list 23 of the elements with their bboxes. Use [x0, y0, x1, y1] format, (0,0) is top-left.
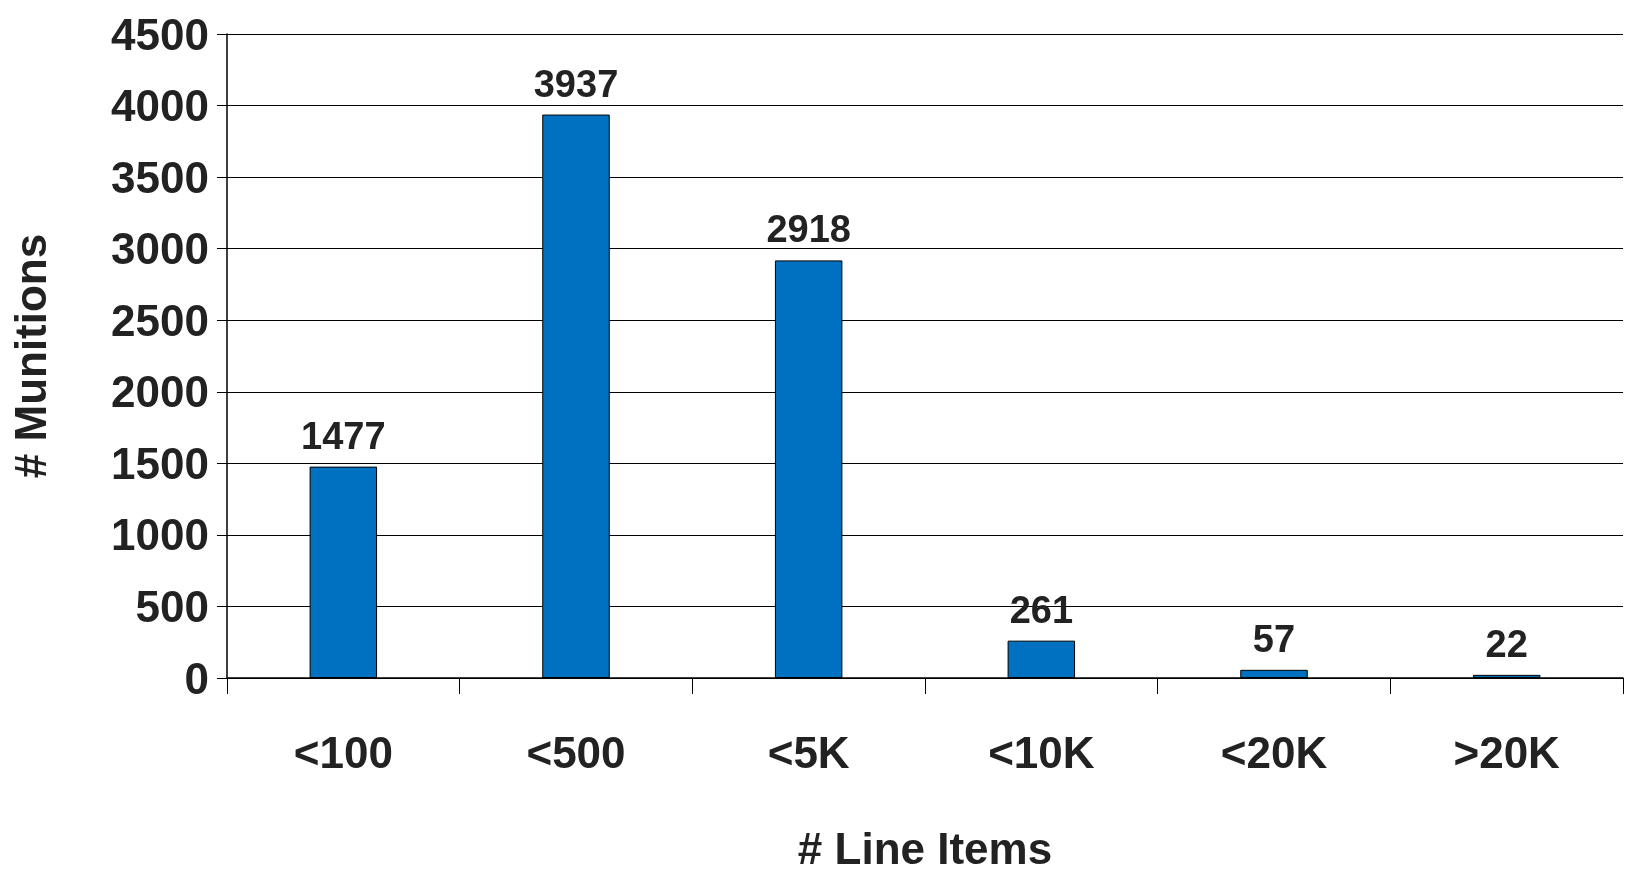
x-axis-title: # Line Items [797, 823, 1053, 873]
y-tick-label: 2500 [111, 295, 209, 345]
y-tick-label: 1000 [111, 510, 209, 560]
y-tick-label: 4000 [111, 81, 209, 131]
x-tick-label: <100 [293, 727, 393, 777]
y-tick-label: 3000 [111, 224, 209, 274]
y-tick-label: 4500 [111, 9, 209, 59]
data-label: 3937 [533, 62, 619, 105]
y-tick-label: 0 [184, 653, 209, 703]
y-tick-label: 3500 [111, 152, 209, 202]
y-tick-label: 1500 [111, 438, 209, 488]
y-axis-title: # Munitions [5, 233, 55, 479]
y-tick-label: 500 [135, 581, 209, 631]
x-tick-label: <5K [767, 727, 850, 777]
data-label: 1477 [301, 414, 386, 457]
x-tick-label: <500 [526, 727, 626, 777]
y-tick-label: 2000 [111, 367, 209, 417]
data-label: 22 [1485, 622, 1528, 665]
data-label: 2918 [766, 208, 851, 251]
x-tick-label: >20K [1453, 727, 1561, 777]
x-tick-label: <20K [1220, 727, 1328, 777]
x-tick-label: <10K [988, 727, 1095, 777]
data-label: 57 [1252, 617, 1296, 660]
